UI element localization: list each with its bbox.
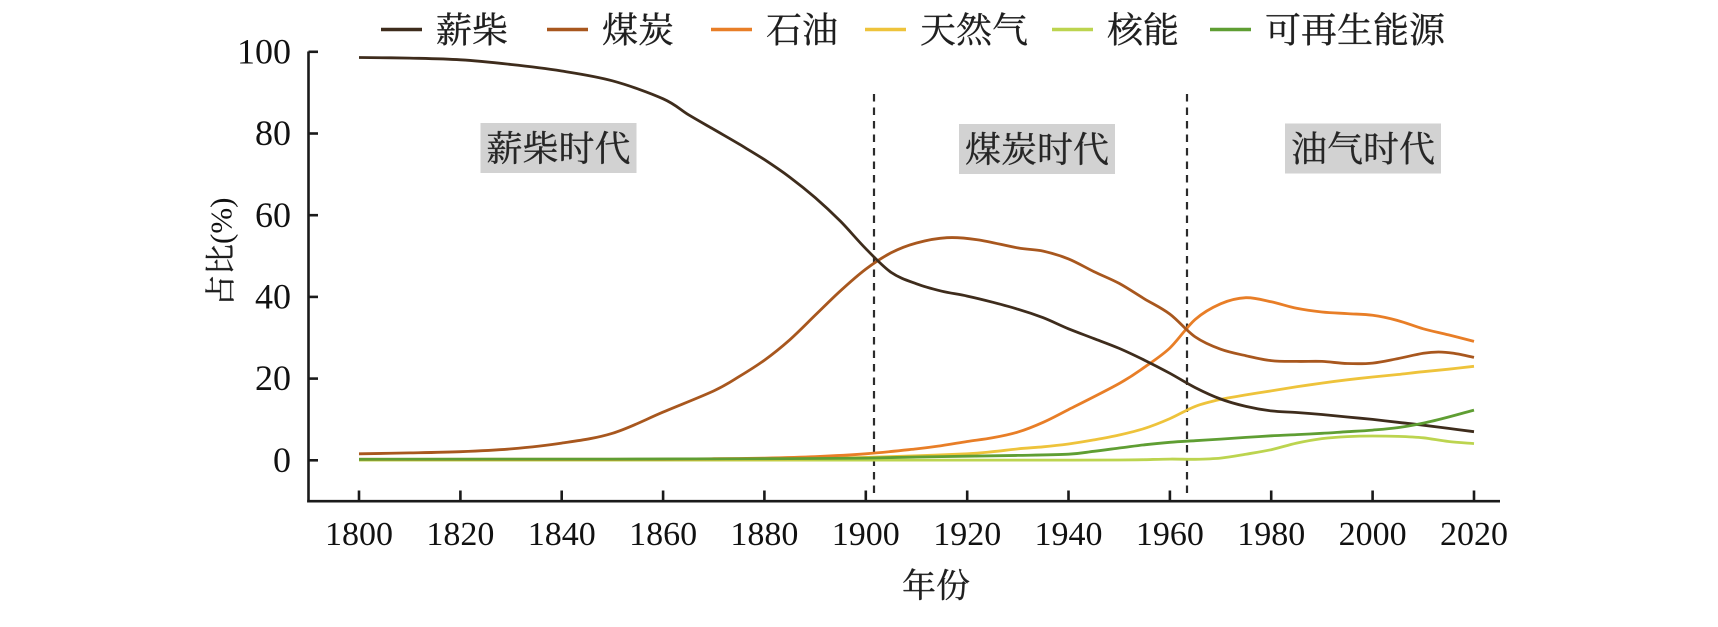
svg-text:1880: 1880 [730, 516, 798, 553]
svg-text:1900: 1900 [832, 516, 900, 553]
svg-text:2000: 2000 [1339, 516, 1407, 553]
svg-text:1820: 1820 [426, 516, 494, 553]
svg-text:2020: 2020 [1440, 516, 1508, 553]
svg-text:1980: 1980 [1237, 516, 1305, 553]
svg-text:1860: 1860 [629, 516, 697, 553]
svg-text:40: 40 [255, 277, 291, 317]
svg-text:1960: 1960 [1136, 516, 1204, 553]
svg-text:80: 80 [255, 113, 291, 153]
svg-text:60: 60 [255, 195, 291, 235]
svg-text:100: 100 [237, 31, 291, 71]
svg-text:20: 20 [255, 358, 291, 398]
svg-text:0: 0 [273, 440, 291, 480]
svg-text:1840: 1840 [528, 516, 596, 553]
svg-text:1920: 1920 [933, 516, 1001, 553]
svg-text:(%): (%) [203, 198, 238, 244]
svg-text:1800: 1800 [325, 516, 393, 553]
svg-text:1940: 1940 [1035, 516, 1103, 553]
